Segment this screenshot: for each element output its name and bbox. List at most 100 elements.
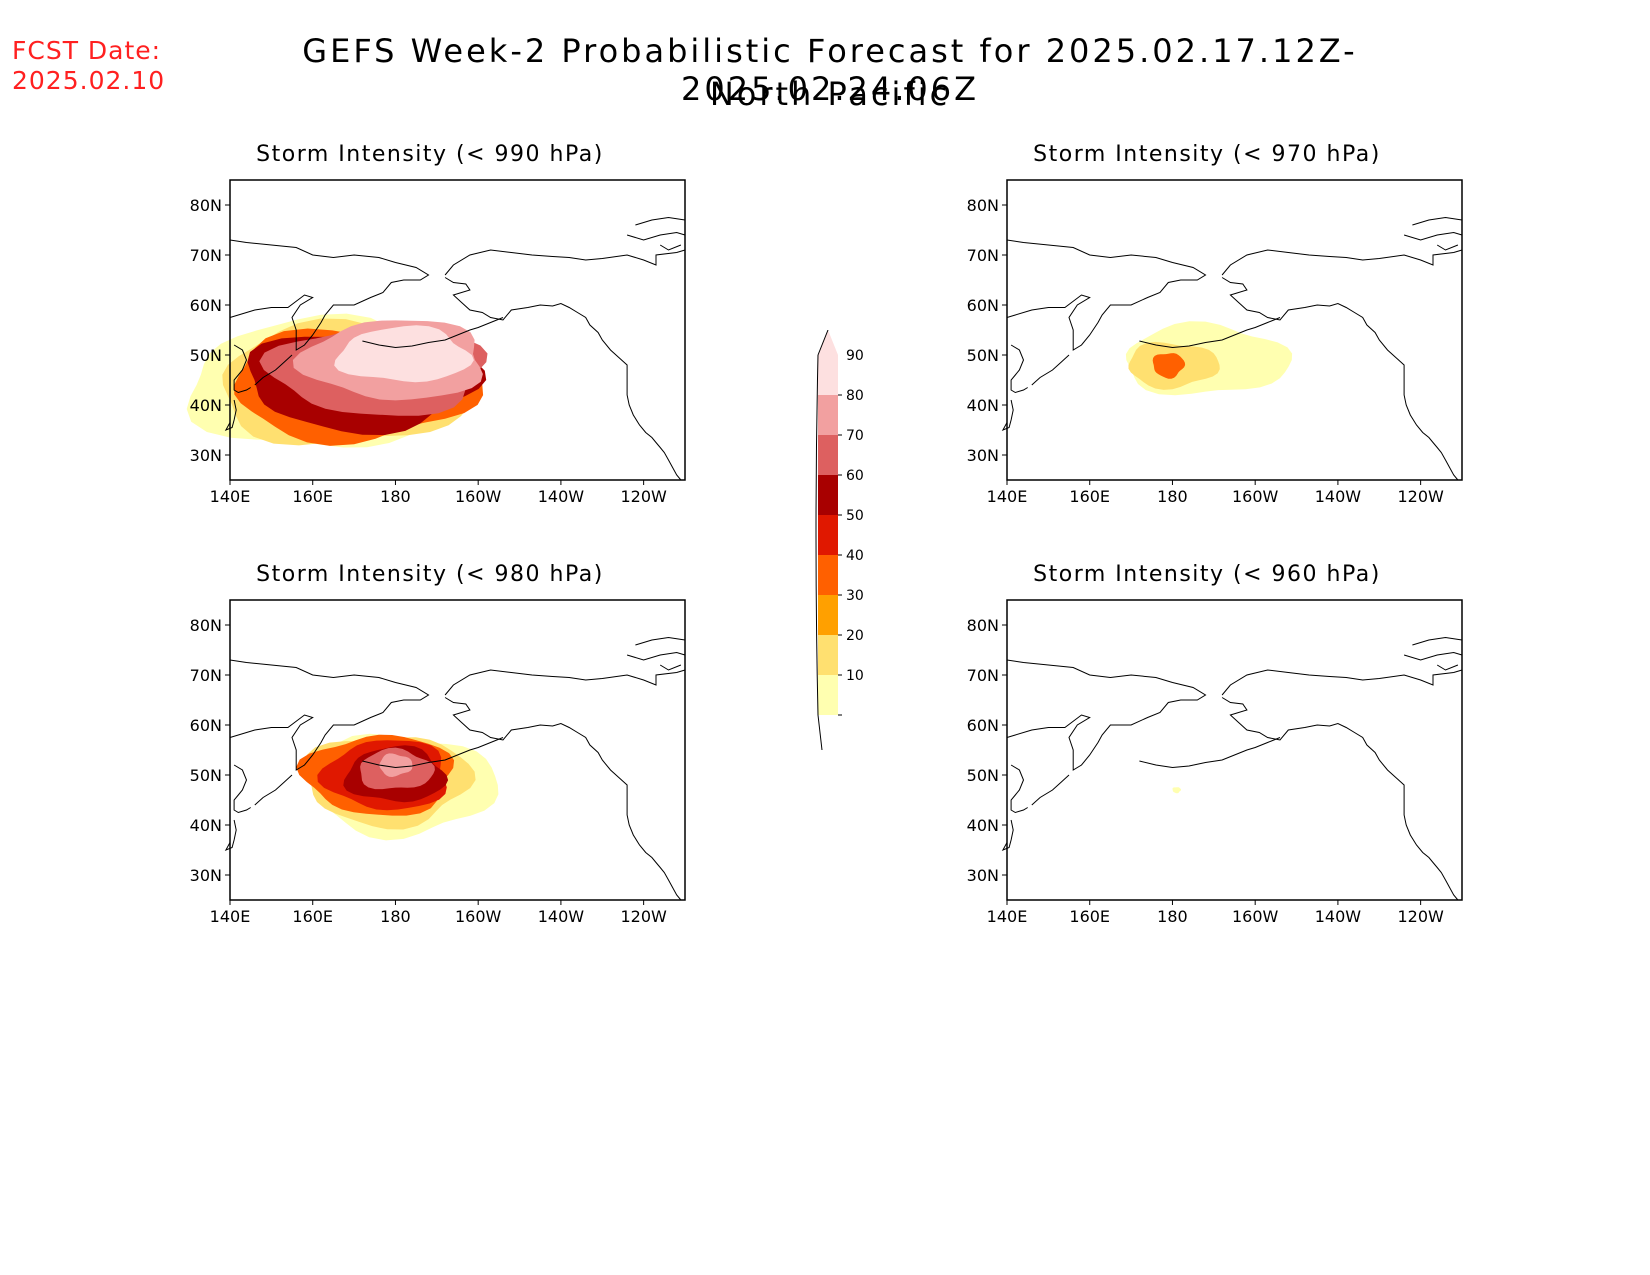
lon-tick-label: 160W bbox=[455, 907, 502, 926]
colorbar-label: 20 bbox=[846, 628, 864, 644]
lon-tick-label: 140W bbox=[1315, 907, 1362, 926]
colorbar-outline bbox=[815, 354, 823, 750]
coastline bbox=[444, 669, 686, 696]
coastline bbox=[233, 764, 251, 814]
coastline bbox=[1403, 231, 1463, 241]
colorbar-label: 70 bbox=[846, 428, 864, 444]
lat-tick-label: 50N bbox=[967, 766, 999, 785]
colorbar-swatch bbox=[818, 355, 838, 395]
lon-tick-label: 140W bbox=[1315, 487, 1362, 506]
fcst-date-value: 2025.02.10 bbox=[12, 66, 166, 95]
colorbar-swatch bbox=[818, 475, 838, 515]
lat-tick-label: 80N bbox=[967, 616, 999, 635]
coastline bbox=[1010, 764, 1028, 814]
lat-tick-label: 40N bbox=[190, 816, 222, 835]
colorbar-swatch bbox=[818, 555, 838, 595]
coastline bbox=[659, 244, 682, 251]
coastline bbox=[229, 659, 430, 771]
page-title: GEFS Week-2 Probabilistic Forecast for 2… bbox=[302, 32, 1358, 108]
coastline bbox=[1139, 317, 1281, 349]
coastline bbox=[444, 249, 686, 276]
lon-tick-label: 120W bbox=[620, 487, 667, 506]
fcst-label: FCST Date: bbox=[12, 36, 162, 65]
lon-tick-label: 120W bbox=[1397, 907, 1444, 926]
colorbar-label: 50 bbox=[846, 508, 864, 524]
colorbar-swatch bbox=[818, 435, 838, 475]
probability-region-80 bbox=[379, 753, 413, 777]
colorbar-label: 30 bbox=[846, 588, 864, 604]
lon-tick-label: 140E bbox=[210, 907, 251, 926]
coastline bbox=[635, 216, 686, 226]
lon-tick-label: 140E bbox=[210, 487, 251, 506]
coastline bbox=[1221, 249, 1463, 276]
lon-tick-label: 160E bbox=[1069, 487, 1110, 506]
panel-title-990: Storm Intensity (< 990 hPa) bbox=[256, 142, 604, 167]
lat-tick-label: 40N bbox=[967, 816, 999, 835]
lat-tick-label: 70N bbox=[967, 246, 999, 265]
coastline bbox=[635, 636, 686, 646]
coastline bbox=[1006, 659, 1207, 771]
panel-title-960: Storm Intensity (< 960 hPa) bbox=[1033, 562, 1381, 587]
page-subtitle: North Pacific bbox=[709, 75, 951, 113]
coastline bbox=[626, 231, 686, 241]
lat-tick-label: 40N bbox=[190, 396, 222, 415]
coastline bbox=[1031, 774, 1070, 806]
coastline bbox=[1436, 664, 1459, 671]
coastline bbox=[1006, 239, 1207, 351]
lon-tick-label: 160W bbox=[455, 487, 502, 506]
colorbar-swatch bbox=[818, 635, 838, 675]
coastline bbox=[254, 354, 293, 386]
lat-tick-label: 60N bbox=[967, 716, 999, 735]
coastline bbox=[626, 651, 686, 661]
lon-tick-label: 180 bbox=[380, 907, 411, 926]
lat-tick-label: 30N bbox=[967, 446, 999, 465]
coastline bbox=[362, 317, 504, 349]
lat-tick-label: 60N bbox=[190, 716, 222, 735]
coastline bbox=[444, 277, 682, 481]
coastline bbox=[444, 697, 682, 901]
lon-tick-label: 180 bbox=[1157, 487, 1188, 506]
colorbar-label: 90 bbox=[846, 348, 864, 364]
colorbar-label: 80 bbox=[846, 388, 864, 404]
forecast-date: FCST Date: 2025.02.10 bbox=[12, 36, 165, 96]
lat-tick-label: 70N bbox=[190, 246, 222, 265]
coastline bbox=[362, 737, 504, 769]
lon-tick-label: 160E bbox=[292, 907, 333, 926]
colorbar-swatch bbox=[818, 395, 838, 435]
lat-tick-label: 60N bbox=[967, 296, 999, 315]
lon-tick-label: 180 bbox=[380, 487, 411, 506]
lon-tick-label: 140W bbox=[538, 487, 585, 506]
lat-tick-label: 60N bbox=[190, 296, 222, 315]
lat-tick-label: 80N bbox=[190, 196, 222, 215]
coastline bbox=[1221, 277, 1459, 481]
colorbar-swatch bbox=[818, 675, 838, 715]
lon-tick-label: 140W bbox=[538, 907, 585, 926]
panel-title-980: Storm Intensity (< 980 hPa) bbox=[256, 562, 604, 587]
coastline bbox=[254, 774, 293, 806]
map-frame bbox=[1006, 179, 1463, 481]
panel-title-970: Storm Intensity (< 970 hPa) bbox=[1033, 142, 1381, 167]
colorbar-outline bbox=[817, 330, 829, 356]
colorbar: 90 80 70 60 50 40 30 20 10 bbox=[815, 330, 864, 750]
map-panel-970: 80N 70N 60N 50N 40N 30N 140E 160E 180 160W 140W 120… bbox=[967, 179, 1463, 506]
colorbar-top-arrow bbox=[818, 330, 838, 355]
colorbar-label: 60 bbox=[846, 468, 864, 484]
coastline bbox=[659, 664, 682, 671]
coastline bbox=[1412, 636, 1463, 646]
lat-tick-label: 70N bbox=[190, 666, 222, 685]
colorbar-label: 40 bbox=[846, 548, 864, 564]
lon-tick-label: 160W bbox=[1232, 907, 1279, 926]
lon-tick-label: 160E bbox=[292, 487, 333, 506]
lat-tick-label: 70N bbox=[967, 666, 999, 685]
coastline bbox=[233, 344, 251, 394]
map-frame bbox=[229, 179, 686, 481]
coastline bbox=[1221, 669, 1463, 696]
map-frame bbox=[229, 599, 686, 901]
map-panel-980: 80N 70N 60N 50N 40N 30N 140E 160E 180 160W 140W 120… bbox=[190, 599, 686, 926]
coastline bbox=[1139, 737, 1281, 769]
lon-tick-label: 120W bbox=[1397, 487, 1444, 506]
colorbar-swatch bbox=[818, 595, 838, 635]
coastline bbox=[1436, 244, 1459, 251]
coastline bbox=[229, 239, 430, 351]
lat-tick-label: 50N bbox=[190, 346, 222, 365]
